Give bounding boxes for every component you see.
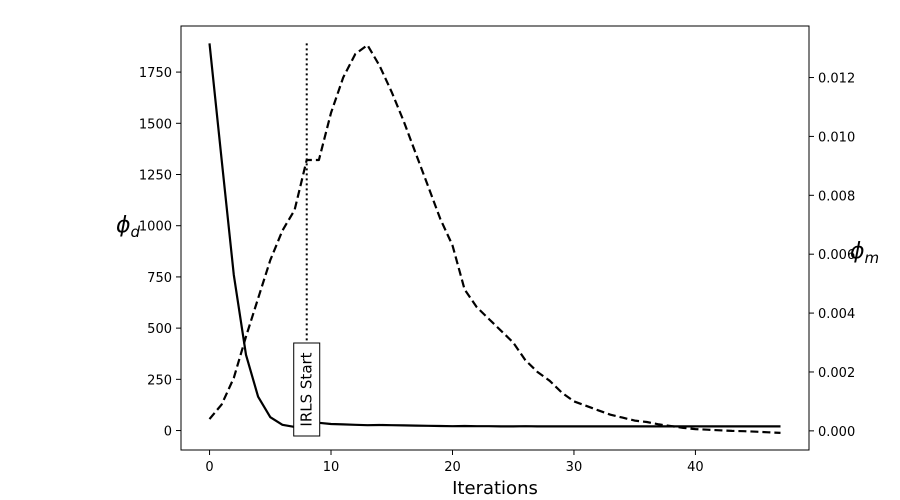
x-axis-label: Iterations xyxy=(452,478,538,499)
y-left-tick-label: 1000 xyxy=(139,220,172,235)
ticks: 0 10 20 30 40 0 250 500 750 1000 1250 1500 1750 0.000… xyxy=(139,66,855,475)
x-tick-label: 20 xyxy=(444,460,461,475)
y-right-tick-label: 0.010 xyxy=(818,130,855,145)
y-right-tick-label: 0.006 xyxy=(818,248,855,263)
plot-frame xyxy=(180,25,810,451)
y-right-tick-label: 0.012 xyxy=(818,72,855,87)
x-tick-label: 10 xyxy=(323,460,340,475)
y-left-tick-label: 500 xyxy=(147,322,172,337)
x-tick-label: 40 xyxy=(687,460,704,475)
y-right-tick-label: 0.008 xyxy=(818,189,855,204)
y-left-tick-label: 1750 xyxy=(139,66,172,81)
irls-start-box xyxy=(293,342,321,437)
annotation: IRLS Start xyxy=(293,43,321,437)
y-right-tick-label: 0.004 xyxy=(818,307,855,322)
y-axis-label-right: ϕm xyxy=(850,239,879,267)
y-right-tick-label: 0.002 xyxy=(818,366,855,381)
y-left-tick-label: 750 xyxy=(147,271,172,286)
y-left-tick-label: 250 xyxy=(147,373,172,388)
y-right-tick-label: 0.000 xyxy=(818,425,855,440)
y-left-tick-label: 1250 xyxy=(139,169,172,184)
phi-m-series-line xyxy=(208,43,781,434)
irls-start-label: IRLS Start xyxy=(298,352,316,426)
axes-frame xyxy=(180,25,810,451)
y-axis-label-left: ϕd xyxy=(116,213,141,241)
x-tick-label: 30 xyxy=(566,460,583,475)
x-tick-label: 0 xyxy=(205,460,213,475)
y-left-tick-label: 0 xyxy=(164,425,172,440)
y-left-tick-label: 1500 xyxy=(139,117,172,132)
